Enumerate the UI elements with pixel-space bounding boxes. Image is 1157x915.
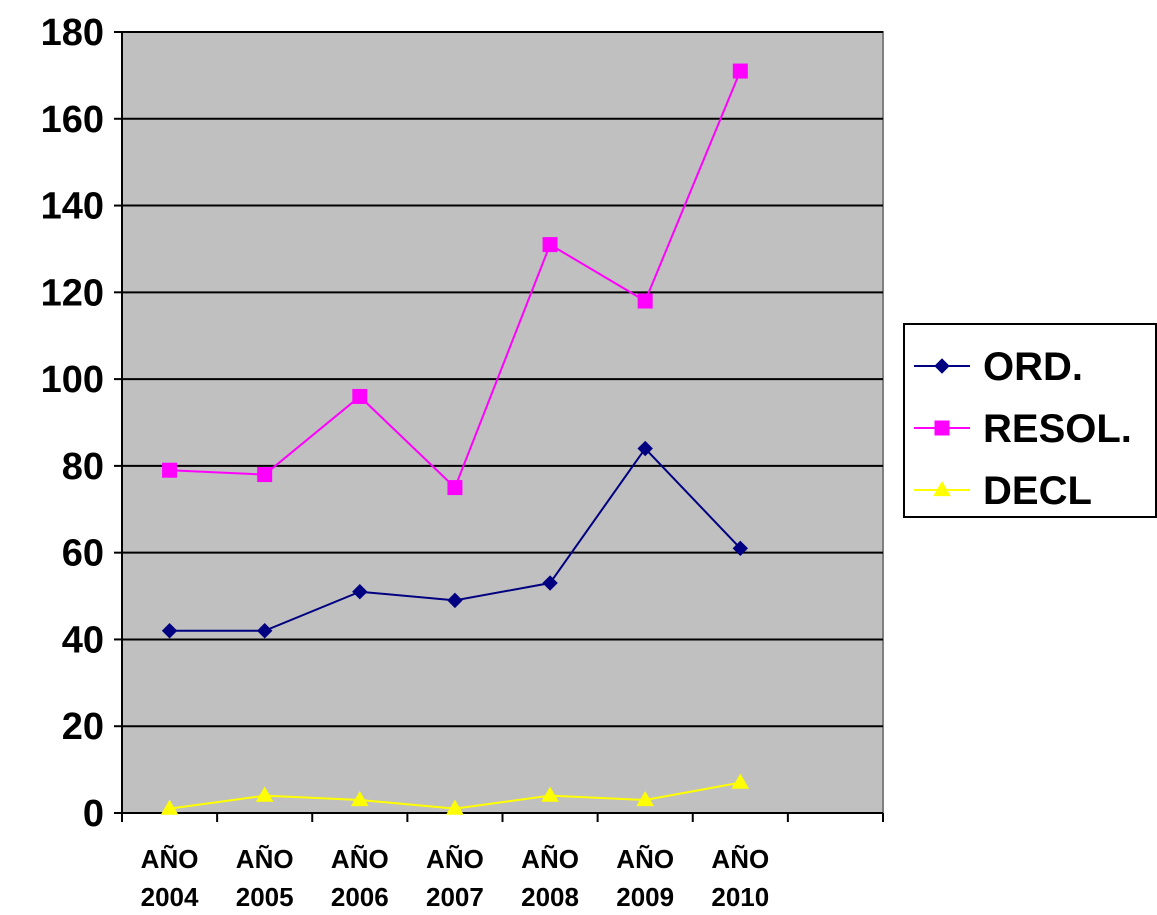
x-tick-label: AÑO [711, 844, 769, 874]
legend-marker [934, 420, 950, 436]
x-tick-label: 2008 [521, 882, 579, 910]
data-point [257, 467, 273, 483]
y-tick-label: 180 [41, 12, 104, 54]
x-tick-label: 2010 [711, 882, 769, 910]
data-point [352, 584, 368, 600]
data-point [541, 786, 559, 802]
legend-item: RESOL. [914, 407, 1132, 451]
data-point [446, 799, 464, 815]
data-point [161, 623, 178, 639]
data-point [542, 575, 558, 591]
data-point [160, 799, 179, 815]
y-tick-label: 0 [83, 793, 104, 835]
grid-lines [122, 31, 883, 728]
data-point [637, 293, 653, 309]
legend-marker [933, 481, 951, 497]
y-tick-label: 100 [41, 359, 104, 401]
legend-label: RESOL. [983, 407, 1132, 451]
series-ord [161, 440, 749, 639]
data-point [162, 462, 178, 478]
y-tick-label: 20 [62, 706, 104, 748]
data-point [256, 623, 273, 639]
legend-item: ORD. [914, 345, 1083, 389]
y-tick-label: 140 [41, 186, 104, 228]
x-tick-label: 2007 [426, 882, 484, 910]
data-point [732, 540, 749, 557]
data-point [447, 592, 463, 609]
x-tick-label: 2004 [141, 882, 199, 910]
legend: ORD. RESOL. DECL [903, 323, 1157, 518]
y-tick-label: 120 [41, 272, 104, 314]
x-tick-label: 2005 [236, 882, 294, 910]
x-tick-label: AÑO [616, 844, 674, 874]
data-point [637, 440, 653, 457]
y-tick-label: 160 [41, 99, 104, 141]
data-point [255, 786, 274, 802]
series-group [160, 63, 750, 815]
x-tick-label: AÑO [521, 844, 579, 874]
x-tick-label: 2009 [616, 882, 674, 910]
data-point [731, 773, 750, 789]
data-point [447, 480, 463, 496]
data-point [542, 237, 558, 253]
x-tick-label: AÑO [236, 844, 294, 874]
legend-label: ORD. [983, 345, 1083, 389]
y-tick-label: 60 [62, 533, 104, 575]
series-decl [160, 773, 750, 815]
data-point [636, 790, 655, 807]
axes: 0 20 40 60 80 100 120 140 160 180 AÑO 2004 AÑO 2005 AÑ… [41, 12, 884, 912]
legend-label: DECL [983, 469, 1092, 513]
x-tick-label: 2006 [331, 882, 389, 910]
plot-area [121, 31, 884, 814]
y-tick-label: 80 [62, 446, 104, 488]
legend-marker [934, 358, 950, 374]
legend-item: DECL [914, 469, 1092, 513]
x-tick-label: AÑO [141, 844, 199, 874]
data-point [350, 790, 369, 807]
x-tick-label: AÑO [426, 844, 484, 874]
x-tick-label: AÑO [331, 844, 389, 874]
data-point [352, 388, 368, 404]
series-resol [162, 63, 748, 496]
legend-box [903, 323, 1157, 518]
y-tick-label: 40 [62, 619, 104, 661]
data-point [732, 63, 748, 79]
